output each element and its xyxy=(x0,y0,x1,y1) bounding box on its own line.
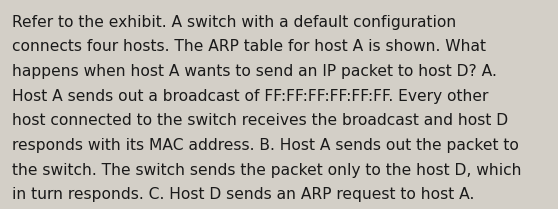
Text: connects four hosts. The ARP table for host A is shown. What: connects four hosts. The ARP table for h… xyxy=(12,39,486,54)
Text: Host A sends out a broadcast of FF:FF:FF:FF:FF:FF. Every other: Host A sends out a broadcast of FF:FF:FF… xyxy=(12,89,489,104)
Text: responds with its MAC address. B. Host A sends out the packet to: responds with its MAC address. B. Host A… xyxy=(12,138,519,153)
Text: the switch. The switch sends the packet only to the host D, which: the switch. The switch sends the packet … xyxy=(12,163,522,178)
Text: host connected to the switch receives the broadcast and host D: host connected to the switch receives th… xyxy=(12,113,508,128)
Text: in turn responds. C. Host D sends an ARP request to host A.: in turn responds. C. Host D sends an ARP… xyxy=(12,187,475,202)
Text: happens when host A wants to send an IP packet to host D? A.: happens when host A wants to send an IP … xyxy=(12,64,497,79)
Text: Refer to the exhibit. A switch with a default configuration: Refer to the exhibit. A switch with a de… xyxy=(12,15,456,30)
